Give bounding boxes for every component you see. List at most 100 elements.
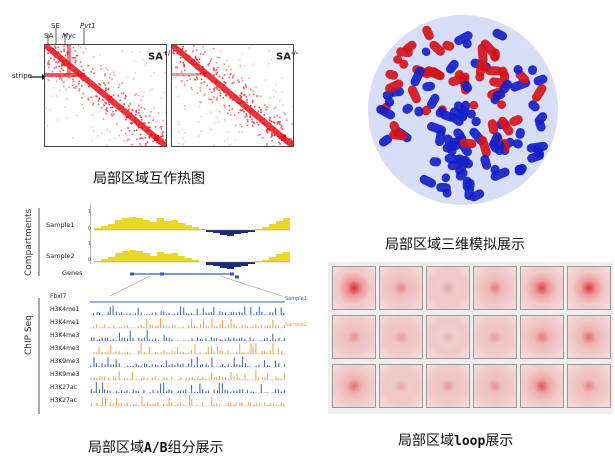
chip-peak xyxy=(112,338,114,341)
heatmap-speckle xyxy=(145,142,147,145)
heatmap-speckle xyxy=(49,109,51,112)
heatmap-speckle xyxy=(178,142,180,145)
chip-peak xyxy=(230,372,232,380)
chip-peak xyxy=(107,357,109,367)
heatmap-speckle xyxy=(141,137,144,139)
model-blue-segment xyxy=(414,106,424,117)
heatmap-speckle xyxy=(199,53,202,55)
chip-peak xyxy=(177,347,178,354)
heatmap-speckle xyxy=(110,113,113,115)
heatmap-speckle xyxy=(71,57,74,59)
chip-peak xyxy=(124,352,126,354)
chip-peak xyxy=(196,326,198,328)
heatmap-speckle xyxy=(211,128,213,131)
heatmap-speckle xyxy=(98,98,101,100)
chip-peak xyxy=(266,325,268,328)
chip-peak xyxy=(149,392,151,393)
chip-track-label: H3K4me1 xyxy=(50,306,80,313)
chip-peak xyxy=(216,338,218,341)
chip-peak xyxy=(180,377,182,380)
heatmap-speckle xyxy=(249,115,251,117)
loop-tile xyxy=(426,364,470,408)
chip-peak xyxy=(104,337,106,341)
heatmap-speckle xyxy=(128,130,131,132)
chip-peak xyxy=(264,402,266,406)
sample1-bar xyxy=(157,218,164,230)
chip-peak xyxy=(118,392,120,393)
chip-peak xyxy=(118,350,120,354)
heatmap-speckle xyxy=(130,112,133,114)
chip-peak xyxy=(230,339,232,341)
heatmap-speckle xyxy=(212,144,215,146)
heatmap-speckle xyxy=(246,99,248,101)
chip-peak xyxy=(233,353,235,354)
heatmap-speckle xyxy=(212,68,215,71)
chip-peak xyxy=(269,365,271,367)
chip-peak xyxy=(182,390,184,393)
heatmap-speckle xyxy=(223,74,226,76)
chip-peak xyxy=(180,306,182,315)
chip-peak xyxy=(272,403,274,406)
sample1-bar xyxy=(122,218,129,230)
chip-peak xyxy=(104,364,106,367)
heatmap-speckle xyxy=(221,77,224,80)
sample2-bar xyxy=(150,256,157,262)
heatmap-speckle xyxy=(182,61,184,64)
chip-peak xyxy=(154,376,156,380)
chip-peak xyxy=(143,389,145,393)
heatmap-speckle xyxy=(152,119,155,121)
heatmap-speckle xyxy=(263,104,266,106)
heatmap-speckle xyxy=(278,99,281,102)
heatmap-speckle xyxy=(162,138,164,141)
chip-peak xyxy=(224,338,226,341)
chip-peak xyxy=(177,403,179,406)
heatmap-speckle xyxy=(108,76,111,79)
chip-peak xyxy=(141,396,143,406)
heatmap-speckle xyxy=(256,95,259,97)
chip-peak xyxy=(96,377,98,380)
chip-peak xyxy=(185,405,187,406)
model-blue-segment xyxy=(419,174,437,188)
chip-peak xyxy=(151,353,153,354)
heatmap-speckle xyxy=(215,99,218,101)
heatmap-speckle xyxy=(123,103,126,105)
chip-peak xyxy=(93,377,95,380)
heatmap-speckle xyxy=(195,57,197,59)
heatmap-speckle xyxy=(72,137,74,139)
heatmap-speckle xyxy=(144,144,147,146)
chip-peak xyxy=(123,377,125,380)
heatmap-speckle xyxy=(165,139,166,142)
chip-peak xyxy=(227,390,229,393)
heatmap-speckle xyxy=(211,98,213,101)
chip-peak xyxy=(205,325,207,328)
chip-peak xyxy=(258,403,260,406)
model-red-segment xyxy=(393,55,403,64)
heatmap-speckle xyxy=(184,105,187,107)
heatmap-speckle xyxy=(279,123,281,126)
chip-peak xyxy=(216,377,218,380)
heatmap-speckle xyxy=(275,90,278,93)
chip-peak xyxy=(163,382,165,393)
chip-peak xyxy=(109,402,111,406)
chip-peak xyxy=(163,334,165,341)
chip-peak xyxy=(171,339,173,341)
chip-peak xyxy=(133,404,134,406)
model3d-caption: 局部区域三维模拟展示 xyxy=(385,237,525,253)
model-blue-segment xyxy=(442,188,452,198)
heatmap-speckle xyxy=(281,125,283,127)
chip-peak xyxy=(213,338,215,341)
heatmap-speckle xyxy=(153,71,155,74)
heatmap-speckle xyxy=(180,57,182,59)
loop-tile xyxy=(520,315,564,359)
chip-peak xyxy=(155,352,156,354)
heatmap-speckle xyxy=(47,61,49,64)
model-red-segment xyxy=(389,130,408,141)
heatmap-speckle xyxy=(291,122,293,125)
heatmap-speckle xyxy=(159,136,162,138)
chip-peak xyxy=(207,326,209,328)
heatmap-speckle xyxy=(183,64,185,67)
chip-peak xyxy=(269,325,271,328)
model-blue-segment xyxy=(490,164,500,175)
heatmap-speckle xyxy=(251,101,254,104)
model-blue-segment xyxy=(526,141,548,153)
